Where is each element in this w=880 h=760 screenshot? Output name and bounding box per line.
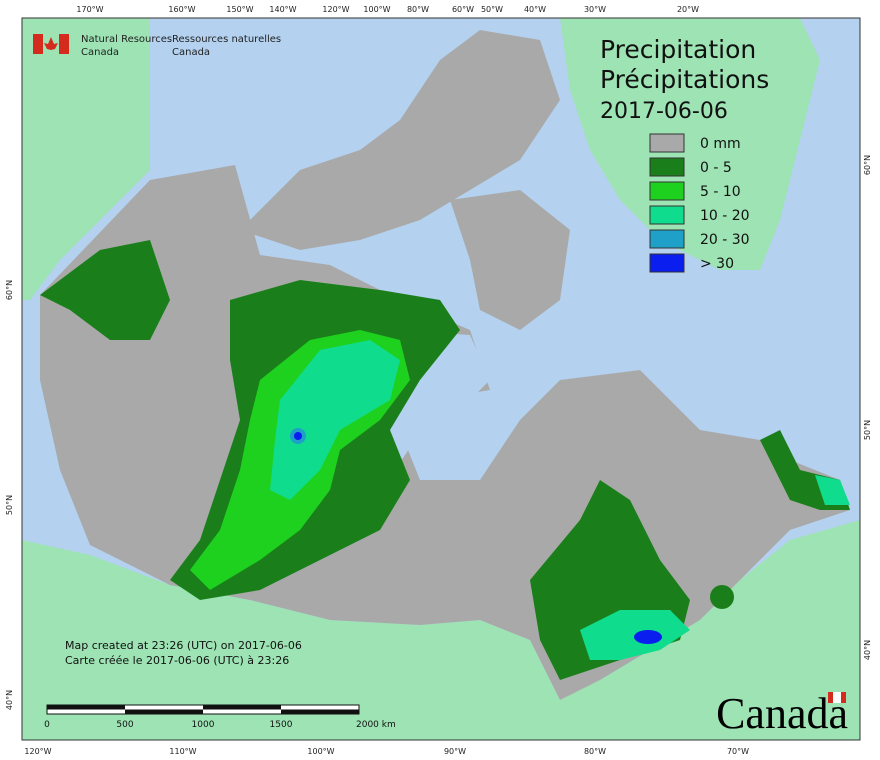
precip-over-30 <box>634 630 662 644</box>
graticule-label: 120°W <box>322 5 349 14</box>
legend-label: 20 - 30 <box>700 232 750 248</box>
precip-over-30 <box>294 432 302 440</box>
graticule-label: 40°W <box>524 5 546 14</box>
flag-right <box>59 34 69 54</box>
created-fr: Carte créée le 2017-06-06 (UTC) à 23:26 <box>65 654 289 667</box>
graticule-label: 100°W <box>363 5 390 14</box>
org-fr: Canada <box>172 47 210 58</box>
title-date: 2017-06-06 <box>600 99 728 124</box>
graticule-label: 60°N <box>5 280 14 300</box>
legend-label: 0 - 5 <box>700 160 732 176</box>
baffin-island <box>450 190 570 330</box>
greenland <box>560 18 820 270</box>
graticule-label: 170°W <box>76 5 103 14</box>
legend-label: 5 - 10 <box>700 184 741 200</box>
graticule-label: 80°W <box>584 747 606 756</box>
scale-label: 1000 <box>192 720 215 730</box>
legend-swatch <box>649 205 685 225</box>
arctic-islands <box>240 30 560 250</box>
legend-swatch <box>649 253 685 273</box>
scale-label: 500 <box>116 720 133 730</box>
graticule-label: 50°W <box>481 5 503 14</box>
wordmark-flag-white <box>833 692 841 703</box>
org-fr: Ressources naturelles <box>172 34 281 45</box>
precip-0-5 <box>710 585 734 609</box>
graticule-label: 140°W <box>269 5 296 14</box>
graticule-label: 20°W <box>677 5 699 14</box>
usa <box>22 520 860 740</box>
title-fr: Précipitations <box>600 65 769 94</box>
graticule-label: 70°W <box>727 747 749 756</box>
legend-swatch <box>649 229 685 249</box>
scale-seg <box>47 705 125 710</box>
scale-seg <box>125 709 203 714</box>
scale-seg <box>281 709 359 714</box>
legend-label: 10 - 20 <box>700 208 750 224</box>
flag-left <box>33 34 43 54</box>
precip-10-20 <box>815 475 850 505</box>
graticule-label: 30°W <box>584 5 606 14</box>
flag-leaf <box>44 37 58 50</box>
graticule-label: 60°N <box>863 155 872 175</box>
graticule-label: 80°W <box>407 5 429 14</box>
created-en: Map created at 23:26 (UTC) on 2017-06-06 <box>65 639 302 652</box>
graticule-label: 40°N <box>5 690 14 710</box>
legend-label: 0 mm <box>700 136 741 152</box>
graticule-label: 90°W <box>444 747 466 756</box>
scale-label: 0 <box>44 720 50 730</box>
graticule-label: 150°W <box>226 5 253 14</box>
wordmark: Canada <box>716 689 848 738</box>
precip-10-20 <box>270 340 400 500</box>
org-en: Canada <box>81 47 119 58</box>
alaska <box>22 18 150 300</box>
org-en: Natural Resources <box>81 34 172 45</box>
legend-swatch <box>649 157 685 177</box>
legend-label: > 30 <box>700 256 734 272</box>
scale-seg <box>203 705 281 710</box>
scale-label: 1500 <box>270 720 293 730</box>
graticule-label: 50°N <box>5 495 14 515</box>
title-en: Precipitation <box>600 35 756 64</box>
graticule-label: 60°W <box>452 5 474 14</box>
scale-label: 2000 km <box>356 720 396 730</box>
precip-0-5 <box>40 240 170 340</box>
graticule-label: 110°W <box>169 747 196 756</box>
scale-bar <box>46 704 360 715</box>
map-frame <box>21 17 861 741</box>
graticule-label: 120°W <box>24 747 51 756</box>
graticule-label: 100°W <box>307 747 334 756</box>
graticule-label: 40°N <box>863 640 872 660</box>
legend-swatch <box>649 181 685 201</box>
graticule-label: 50°N <box>863 420 872 440</box>
graticule-label: 160°W <box>168 5 195 14</box>
legend-swatch <box>649 133 685 153</box>
